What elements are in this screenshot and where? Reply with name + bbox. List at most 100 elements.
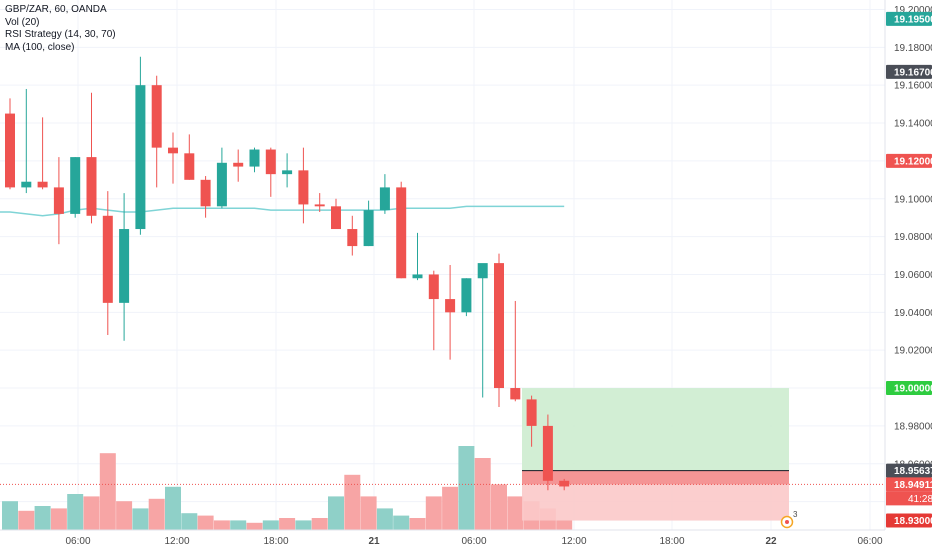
price-tick-label: 19.16000 (894, 81, 932, 92)
volume-bar (67, 494, 84, 530)
volume-bar (148, 498, 165, 530)
candle (86, 92, 97, 224)
time-tick-label: 12:00 (561, 536, 586, 547)
candle-body (37, 181, 48, 188)
price-tick-label: 19.14000 (894, 119, 932, 130)
volume-bar (116, 501, 133, 530)
volume-bar (491, 484, 507, 530)
candle (363, 200, 374, 247)
candle-body (53, 187, 64, 214)
price-tick-label: 19.08000 (894, 232, 932, 243)
candle-body (249, 149, 260, 167)
volume-bar (556, 520, 573, 530)
volume-bar (442, 486, 459, 530)
candle-body (494, 263, 504, 389)
candle-body (314, 204, 325, 207)
price-label-text: 18.93000 (894, 516, 932, 527)
time-tick-label: 21 (368, 536, 380, 547)
indicator-rsi-strategy[interactable]: RSI Strategy (14, 30, 70) (5, 29, 116, 40)
time-tick-label: 22 (765, 536, 777, 547)
candle (461, 278, 472, 317)
candle (135, 56, 146, 235)
candle (37, 117, 48, 190)
price-axis[interactable]: 19.20000 19.18000 19.16000 19.14000 19.12000… (884, 0, 932, 550)
candle-body (184, 153, 195, 180)
candlesticks (5, 56, 570, 491)
time-tick-label: 06:00 (65, 536, 90, 547)
candle-body (102, 215, 113, 303)
price-label-text: 19.19500 (894, 14, 932, 25)
candle (379, 174, 390, 214)
target-zone (522, 388, 789, 471)
indicator-moving-average[interactable]: MA (100, close) (5, 41, 75, 53)
price-tick-label: 18.98000 (894, 421, 932, 432)
candle-body (298, 170, 309, 205)
volume-bar (425, 496, 442, 530)
countdown-box (886, 491, 932, 506)
candle (510, 300, 521, 402)
indicator-volume[interactable]: Vol (20) (5, 16, 40, 28)
candle-body (461, 278, 472, 313)
volume-bar (181, 513, 198, 530)
price-tick-label: 19.10000 (894, 194, 932, 205)
long-position-tool[interactable] (522, 388, 789, 521)
volume-bar (50, 508, 67, 530)
candle-body (379, 187, 390, 211)
volume-bar (246, 522, 263, 530)
price-label-box (886, 477, 932, 492)
candle-body (5, 113, 15, 188)
price-label-box (886, 513, 932, 528)
price-label-box (886, 153, 932, 168)
price-label-text: 19.12000 (894, 156, 932, 167)
volume-bar (295, 520, 312, 530)
event-marker-icon: 3 (780, 510, 798, 529)
candle (151, 75, 162, 188)
candle (477, 263, 488, 398)
time-tick-label: 12:00 (164, 536, 189, 547)
volume-bar (213, 520, 230, 530)
candle-body (86, 157, 97, 216)
symbol-title[interactable]: GBP/ZAR, 60, OANDA (5, 4, 107, 15)
volume-bar (99, 453, 116, 530)
volume-bar (132, 508, 149, 530)
volume-bar (34, 506, 51, 530)
candle (314, 193, 325, 212)
volume-bar (83, 496, 100, 530)
candle (102, 191, 113, 336)
volume-bar (328, 496, 344, 530)
candle-body (477, 263, 488, 279)
candle (526, 395, 537, 447)
candle-body (135, 85, 146, 230)
price-label-text: 19.00000 (894, 384, 932, 395)
chart-legend: GBP/ZAR, 60, OANDA Vol (20) RSI Strategy… (5, 4, 116, 54)
volume-bar (376, 508, 393, 530)
candle-body (331, 206, 341, 230)
open-pnl-zone (522, 470, 789, 485)
candle (200, 176, 211, 218)
price-axis-bg (885, 0, 932, 550)
candle (21, 88, 32, 194)
candle (347, 215, 358, 256)
candle (70, 157, 81, 218)
candle-body (445, 299, 456, 313)
time-tick-label: 06:00 (857, 536, 882, 547)
time-tick-label: 06:00 (461, 536, 486, 547)
price-label-box (886, 64, 932, 79)
candle-body (151, 85, 162, 148)
candle (249, 147, 260, 173)
candle (298, 147, 309, 224)
time-tick-label: 18:00 (263, 536, 288, 547)
time-tick-label: 18:00 (659, 536, 684, 547)
time-axis[interactable]: 06:00 12:00 18:00 21 06:00 12:00 18:00 22 06:00 3 (0, 510, 885, 547)
volume-bar (18, 510, 35, 530)
volume-bar (262, 520, 279, 530)
candle-body (510, 388, 521, 400)
moving-average-line (0, 205, 565, 217)
volume-bar (458, 446, 475, 530)
candle-body (216, 162, 227, 207)
candle-body (233, 162, 244, 167)
candle (265, 147, 276, 197)
candle (216, 147, 227, 209)
